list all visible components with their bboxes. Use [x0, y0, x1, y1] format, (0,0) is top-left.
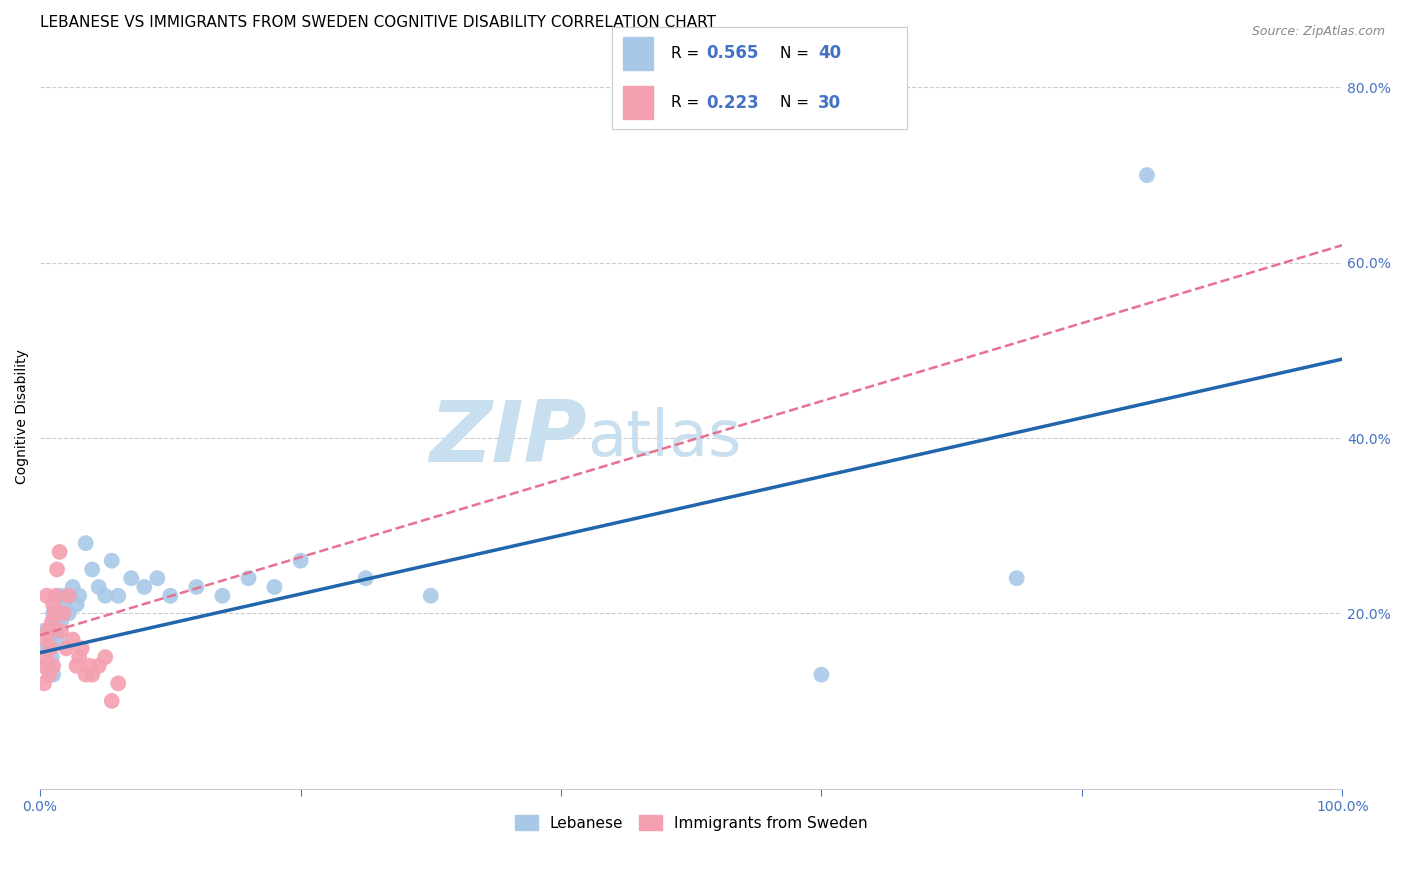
- Point: [42, 667, 65, 681]
- Point: [31, 658, 53, 673]
- Text: ZIP: ZIP: [429, 397, 588, 480]
- Point: [49, 615, 72, 629]
- Point: [34, 650, 56, 665]
- Point: [79, 658, 101, 673]
- Point: [107, 676, 129, 690]
- Point: [45, 624, 67, 638]
- Text: LEBANESE VS IMMIGRANTS FROM SWEDEN COGNITIVE DISABILITY CORRELATION CHART: LEBANESE VS IMMIGRANTS FROM SWEDEN COGNI…: [41, 15, 716, 30]
- Point: [46, 562, 69, 576]
- Point: [45, 589, 67, 603]
- Point: [120, 571, 142, 585]
- Point: [65, 658, 87, 673]
- Text: N =: N =: [780, 45, 814, 61]
- Point: [49, 624, 72, 638]
- Point: [263, 580, 285, 594]
- Point: [48, 589, 70, 603]
- Point: [94, 589, 117, 603]
- Point: [52, 607, 75, 621]
- Point: [290, 554, 312, 568]
- Point: [44, 607, 66, 621]
- Point: [159, 589, 181, 603]
- Point: [70, 641, 93, 656]
- Point: [62, 580, 84, 594]
- Point: [55, 641, 77, 656]
- Text: Source: ZipAtlas.com: Source: ZipAtlas.com: [1251, 25, 1385, 38]
- Point: [35, 632, 58, 647]
- Point: [42, 607, 65, 621]
- Point: [67, 650, 90, 665]
- Point: [42, 658, 65, 673]
- Point: [38, 667, 60, 681]
- Point: [100, 694, 122, 708]
- Point: [44, 615, 66, 629]
- Point: [67, 589, 90, 603]
- Point: [52, 598, 75, 612]
- FancyBboxPatch shape: [623, 37, 652, 70]
- Text: R =: R =: [671, 95, 704, 111]
- Point: [42, 598, 65, 612]
- Point: [62, 632, 84, 647]
- Point: [238, 571, 260, 585]
- Point: [1136, 168, 1159, 182]
- Point: [75, 536, 97, 550]
- Point: [82, 667, 104, 681]
- Point: [107, 589, 129, 603]
- Point: [37, 658, 59, 673]
- Point: [35, 589, 58, 603]
- Point: [48, 545, 70, 559]
- Point: [186, 580, 208, 594]
- Point: [75, 667, 97, 681]
- Point: [38, 641, 60, 656]
- FancyBboxPatch shape: [623, 87, 652, 119]
- Text: 0.223: 0.223: [706, 94, 759, 112]
- Point: [32, 676, 55, 690]
- Text: 0.565: 0.565: [706, 45, 758, 62]
- Legend: Lebanese, Immigrants from Sweden: Lebanese, Immigrants from Sweden: [509, 808, 873, 837]
- Point: [41, 615, 63, 629]
- Point: [1005, 571, 1028, 585]
- Point: [39, 632, 62, 647]
- Point: [134, 580, 156, 594]
- Point: [65, 598, 87, 612]
- Point: [810, 667, 832, 681]
- Point: [37, 624, 59, 638]
- Point: [211, 589, 233, 603]
- Point: [35, 641, 58, 656]
- Point: [41, 650, 63, 665]
- Point: [87, 658, 110, 673]
- Y-axis label: Cognitive Disability: Cognitive Disability: [15, 349, 30, 483]
- Text: 30: 30: [818, 94, 841, 112]
- Point: [39, 641, 62, 656]
- Point: [82, 562, 104, 576]
- Text: 40: 40: [818, 45, 841, 62]
- Text: atlas: atlas: [588, 408, 741, 469]
- Point: [46, 632, 69, 647]
- Point: [100, 554, 122, 568]
- Text: R =: R =: [671, 45, 704, 61]
- Point: [94, 650, 117, 665]
- Point: [46, 607, 69, 621]
- Point: [146, 571, 169, 585]
- Point: [58, 589, 80, 603]
- Text: N =: N =: [780, 95, 814, 111]
- Point: [32, 624, 55, 638]
- Point: [55, 589, 77, 603]
- Point: [58, 607, 80, 621]
- Point: [419, 589, 441, 603]
- Point: [87, 580, 110, 594]
- Point: [354, 571, 377, 585]
